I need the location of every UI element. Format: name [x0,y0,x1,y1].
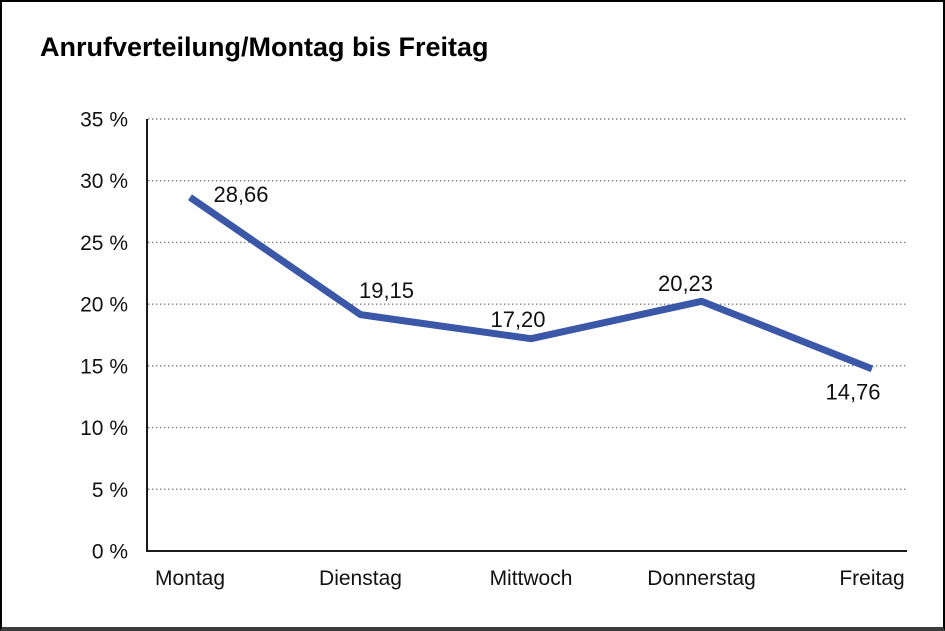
y-tick-label: 10 % [80,417,128,440]
data-point-label: 20,23 [658,271,713,296]
y-tick-label: 35 % [80,109,128,132]
x-tick-label: Montag [155,567,225,590]
chart-title: Anrufverteilung/Montag bis Freitag [40,32,489,62]
x-tick-label: Freitag [839,567,904,590]
data-point-label: 19,15 [359,278,414,303]
y-tick-label: 25 % [80,232,128,255]
y-tick-label: 15 % [80,355,128,378]
y-tick-label: 30 % [80,170,128,193]
y-tick-label: 0 % [92,541,128,564]
data-point-label: 14,76 [825,379,880,404]
x-tick-label: Mittwoch [490,567,573,590]
x-tick-label: Donnerstag [647,567,756,590]
y-tick-label: 5 % [92,479,128,502]
data-point-label: 28,66 [213,182,268,207]
y-tick-label: 20 % [80,294,128,317]
x-tick-label: Dienstag [319,567,402,590]
call-distribution-line [188,194,874,373]
data-point-label: 17,20 [490,307,545,332]
